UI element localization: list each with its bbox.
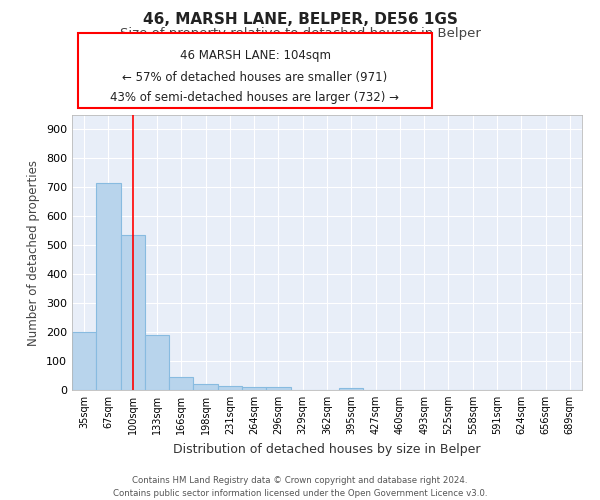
Text: 46 MARSH LANE: 104sqm: 46 MARSH LANE: 104sqm bbox=[179, 49, 331, 62]
Bar bbox=[145, 335, 169, 390]
Text: Contains HM Land Registry data © Crown copyright and database right 2024.
Contai: Contains HM Land Registry data © Crown c… bbox=[113, 476, 487, 498]
Bar bbox=[218, 386, 242, 390]
X-axis label: Distribution of detached houses by size in Belper: Distribution of detached houses by size … bbox=[173, 442, 481, 456]
Bar bbox=[169, 377, 193, 390]
Bar bbox=[339, 388, 364, 390]
Bar bbox=[72, 332, 96, 390]
Bar bbox=[242, 386, 266, 390]
Text: 46, MARSH LANE, BELPER, DE56 1GS: 46, MARSH LANE, BELPER, DE56 1GS bbox=[143, 12, 457, 28]
Bar bbox=[96, 183, 121, 390]
Text: Size of property relative to detached houses in Belper: Size of property relative to detached ho… bbox=[119, 28, 481, 40]
Text: ← 57% of detached houses are smaller (971): ← 57% of detached houses are smaller (97… bbox=[122, 72, 388, 85]
Bar bbox=[121, 235, 145, 390]
Bar bbox=[193, 384, 218, 390]
Text: 43% of semi-detached houses are larger (732) →: 43% of semi-detached houses are larger (… bbox=[110, 91, 400, 104]
Y-axis label: Number of detached properties: Number of detached properties bbox=[28, 160, 40, 346]
Bar bbox=[266, 387, 290, 390]
